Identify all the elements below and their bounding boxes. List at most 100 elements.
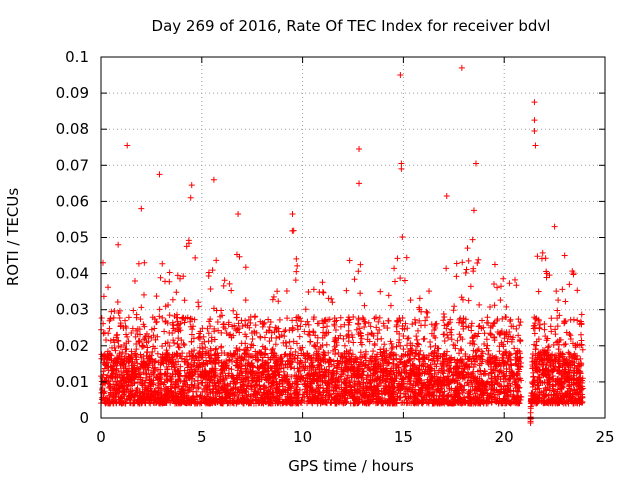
data-point — [423, 314, 430, 321]
data-point — [492, 367, 499, 374]
data-point — [289, 325, 296, 332]
data-point — [454, 380, 461, 387]
data-point — [133, 346, 140, 353]
data-point — [133, 356, 140, 363]
data-point — [274, 288, 281, 295]
data-point — [296, 333, 303, 340]
data-point — [376, 326, 383, 333]
data-point — [456, 331, 463, 338]
data-point — [259, 354, 266, 361]
data-point — [166, 343, 173, 350]
data-point — [488, 375, 495, 382]
data-point — [348, 389, 355, 396]
data-point — [291, 380, 298, 387]
data-point — [396, 369, 403, 376]
data-point — [364, 372, 371, 379]
data-point — [121, 355, 128, 362]
data-point — [301, 380, 308, 387]
data-point — [118, 399, 125, 406]
data-point — [114, 298, 121, 305]
data-point — [395, 339, 402, 346]
data-point — [307, 376, 314, 383]
data-point — [235, 320, 242, 327]
data-point — [370, 348, 377, 355]
data-point — [214, 318, 221, 325]
data-point — [205, 338, 212, 345]
data-point — [393, 367, 400, 374]
data-point — [458, 356, 465, 363]
data-point — [427, 343, 434, 350]
data-point — [409, 321, 416, 328]
data-point — [183, 243, 190, 250]
data-point — [428, 330, 435, 337]
data-point — [364, 336, 371, 343]
data-point — [108, 308, 115, 315]
data-point — [308, 379, 315, 386]
data-point — [409, 384, 416, 391]
data-point — [133, 311, 140, 318]
data-point — [381, 350, 388, 357]
data-point — [576, 368, 583, 375]
data-point — [488, 375, 495, 382]
data-point — [494, 380, 501, 387]
data-point — [187, 400, 194, 407]
data-point — [202, 344, 209, 351]
data-point — [119, 349, 126, 356]
data-point — [402, 374, 409, 381]
data-point — [376, 314, 383, 321]
data-point — [305, 321, 312, 328]
data-point — [416, 295, 423, 302]
data-point — [367, 323, 374, 330]
data-point — [237, 397, 244, 404]
data-point — [243, 351, 250, 358]
data-point — [529, 383, 536, 390]
data-point — [162, 318, 169, 325]
data-point — [199, 354, 206, 361]
data-point — [547, 323, 554, 330]
data-point — [579, 346, 586, 353]
data-point — [123, 368, 130, 375]
data-point — [496, 348, 503, 355]
data-point — [169, 296, 176, 303]
data-point — [317, 392, 324, 399]
data-point — [293, 268, 300, 275]
data-point — [445, 368, 452, 375]
data-point — [384, 325, 391, 332]
data-point — [206, 387, 213, 394]
data-point — [354, 368, 361, 375]
data-point — [515, 376, 522, 383]
data-point — [247, 367, 254, 374]
data-point — [570, 359, 577, 366]
data-point — [399, 234, 406, 241]
data-point — [406, 352, 413, 359]
data-point — [180, 340, 187, 347]
data-point — [510, 374, 517, 381]
data-point — [469, 353, 476, 360]
data-point — [337, 358, 344, 365]
data-point — [484, 378, 491, 385]
data-point — [288, 373, 295, 380]
data-point — [291, 365, 298, 372]
data-point — [213, 307, 220, 314]
data-point — [371, 340, 378, 347]
data-point — [209, 267, 216, 274]
data-point — [282, 327, 289, 334]
data-point — [287, 390, 294, 397]
data-point — [476, 322, 483, 329]
data-point — [110, 363, 117, 370]
data-point — [133, 341, 140, 348]
data-point — [132, 350, 139, 357]
data-point — [309, 391, 316, 398]
data-point — [434, 386, 441, 393]
data-point — [239, 392, 246, 399]
data-point — [388, 365, 395, 372]
data-point — [138, 304, 145, 311]
data-point — [143, 352, 150, 359]
data-point — [415, 356, 422, 363]
data-point — [516, 336, 523, 343]
data-point — [107, 315, 114, 322]
data-point — [238, 363, 245, 370]
data-point — [195, 384, 202, 391]
data-point — [225, 351, 232, 358]
data-point — [368, 355, 375, 362]
